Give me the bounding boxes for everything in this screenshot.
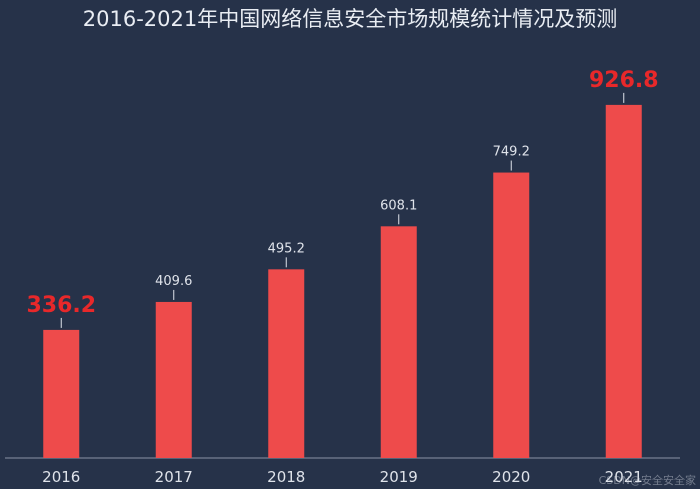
bar-2020	[493, 172, 530, 458]
bar-2016	[43, 329, 80, 458]
chart-title: 2016-2021年中国网络信息安全市场规模统计情况及预测	[82, 7, 618, 31]
value-label-2018: 495.2	[268, 241, 305, 256]
x-tick-label-2021: 2021	[605, 468, 643, 486]
value-label-2019: 608.1	[380, 198, 417, 213]
watermark: CSDN@安全安全家	[598, 474, 696, 487]
bar-2021	[605, 104, 642, 459]
value-label-2016: 336.2	[26, 293, 96, 318]
bar-2017	[155, 301, 192, 458]
x-tick-label-2020: 2020	[492, 468, 530, 486]
value-label-2017: 409.6	[155, 274, 192, 289]
bar-2018	[268, 269, 305, 458]
x-tick-label-2016: 2016	[42, 468, 80, 486]
x-tick-label-2017: 2017	[155, 468, 193, 486]
value-label-2021: 926.8	[589, 68, 659, 93]
value-label-2020: 749.2	[493, 145, 530, 160]
x-tick-label-2018: 2018	[267, 468, 305, 486]
bar-2019	[380, 226, 417, 458]
x-tick-label-2019: 2019	[380, 468, 418, 486]
